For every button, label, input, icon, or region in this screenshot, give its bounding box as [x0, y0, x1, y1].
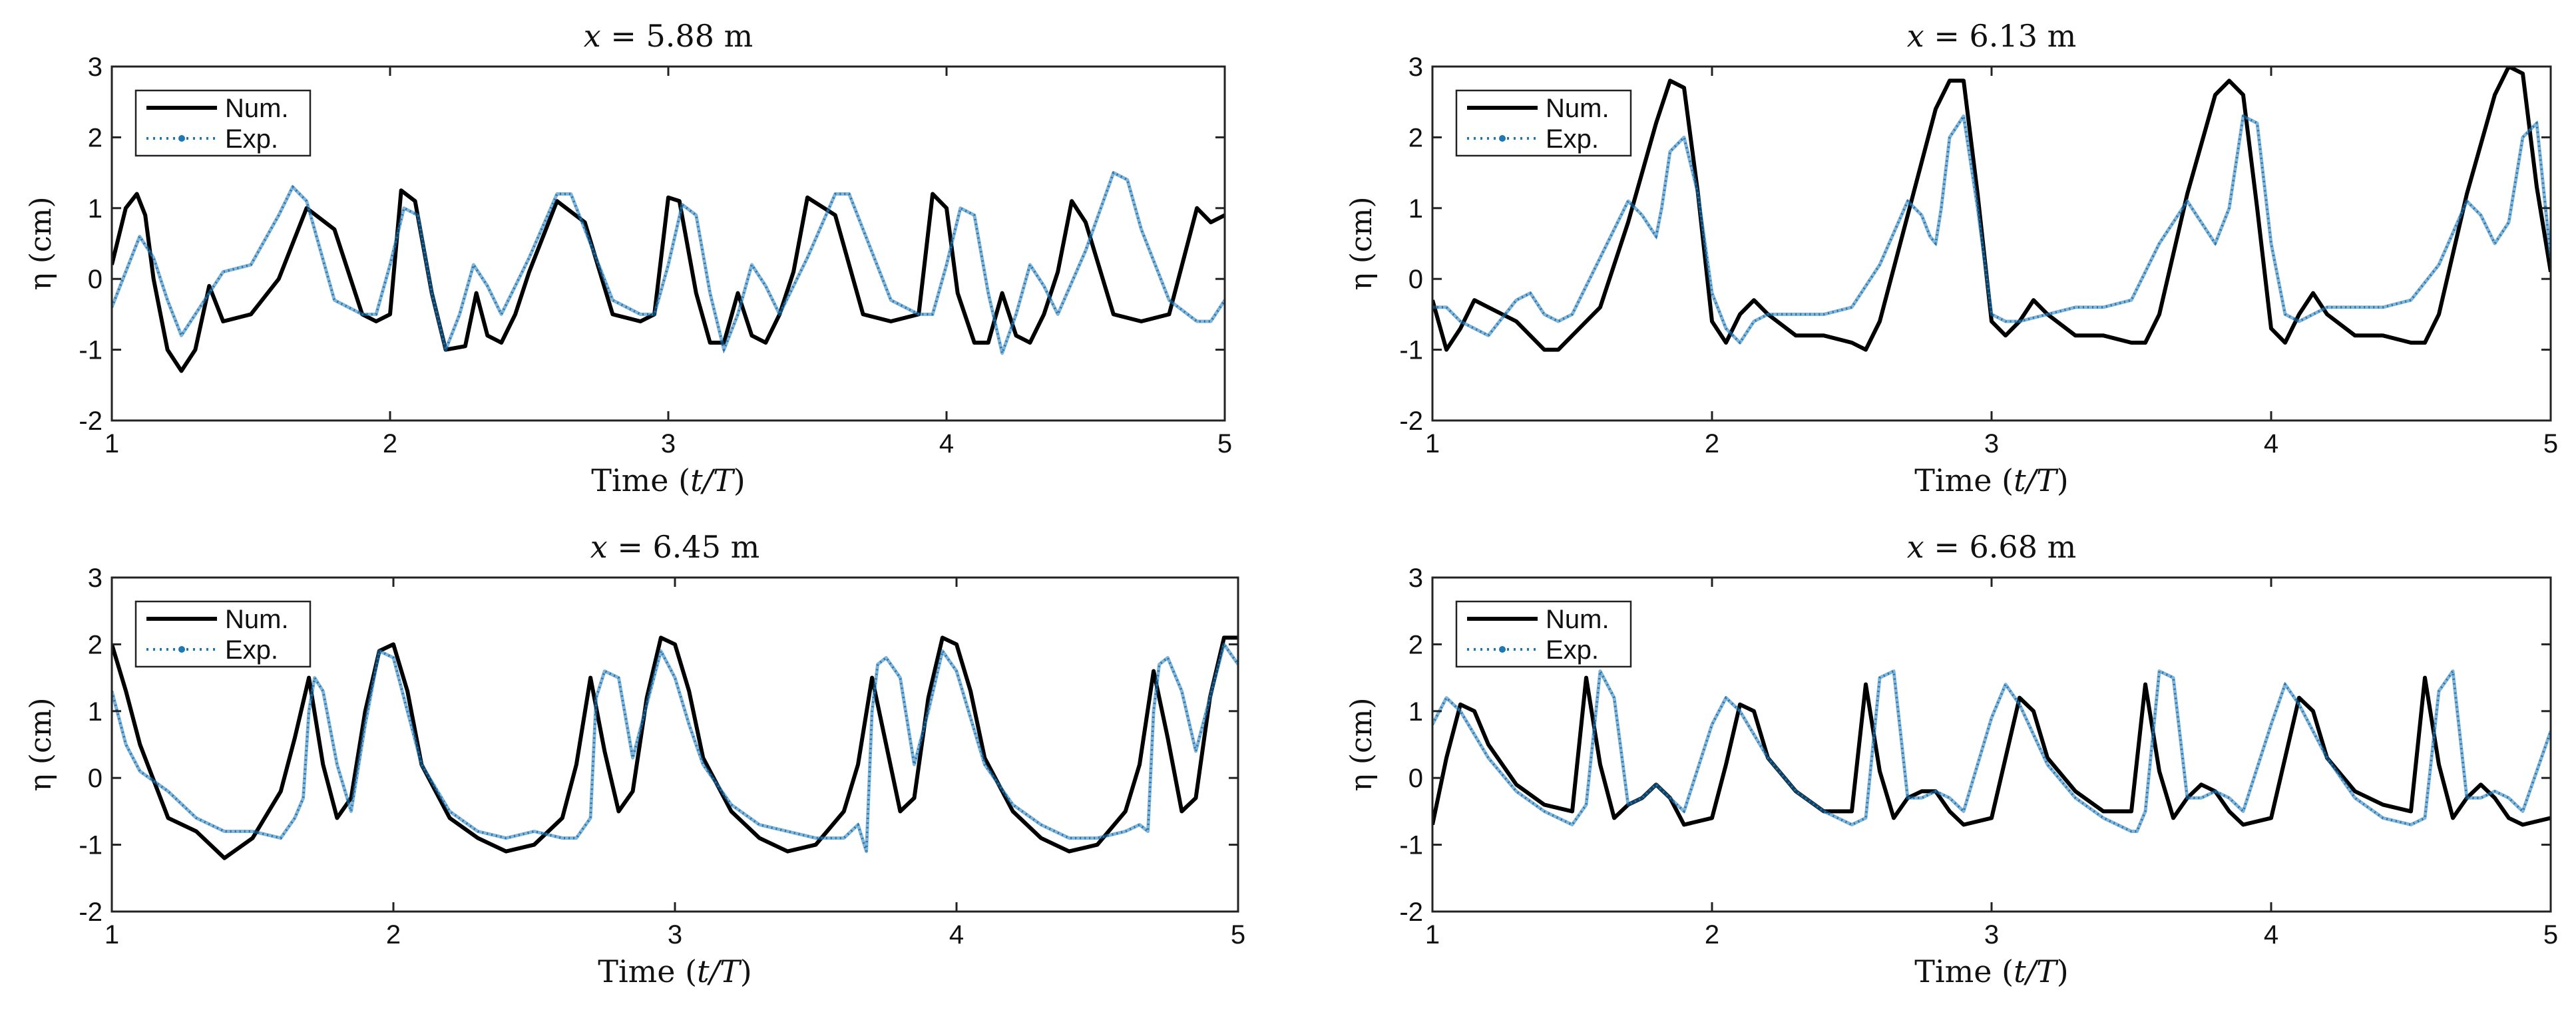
x-tick-label: 3 — [1984, 920, 1999, 949]
x-tick-label: 5 — [1217, 429, 1232, 458]
x-tick-label: 2 — [386, 920, 401, 949]
x-tick-label: 2 — [1705, 920, 1719, 949]
x-axis-label: Time (t/T) — [1914, 462, 2068, 498]
series-line-num — [1432, 67, 2551, 352]
title-variable: x — [1907, 18, 1924, 54]
x-tick-label: 2 — [1705, 429, 1719, 458]
legend-label: Exp. — [225, 635, 278, 665]
panel-1: x = 5.88 m 1 2 3 4 5 -2 -1 0 1 2 3 Time (t/T) η (cm) N… — [24, 18, 1232, 498]
x-tick-label: 3 — [668, 920, 682, 949]
panel-title: x = 6.68 m — [1907, 529, 2076, 565]
y-tick-label: 0 — [1408, 764, 1423, 793]
y-tick-label: -1 — [1399, 831, 1423, 860]
legend: Num.Exp. — [134, 600, 312, 668]
legend-label: Num. — [1546, 94, 1610, 123]
title-value: = 6.45 m — [608, 529, 759, 565]
legend-label: Exp. — [225, 124, 278, 154]
y-axis-label: η (cm) — [24, 196, 58, 290]
legend-marker-exp — [178, 135, 185, 142]
y-tick-label: 2 — [88, 630, 103, 659]
panel-2: x = 6.13 m 1 2 3 4 5 -2 -1 0 1 2 3 Time (t/T) η (cm) N… — [1345, 18, 2558, 498]
y-tick-label: -1 — [79, 831, 103, 860]
x-tick-label: 4 — [949, 920, 964, 949]
x-axis-label: Time (t/T) — [598, 953, 751, 989]
y-tick-label: -2 — [1399, 407, 1423, 436]
y-tick-label: 0 — [88, 265, 103, 294]
x-tick-label: 4 — [939, 429, 954, 458]
series-line-exp-trace — [112, 171, 1225, 355]
panel-title: x = 5.88 m — [584, 18, 753, 54]
y-tick-label: 3 — [1408, 53, 1423, 82]
legend: Num.Exp. — [1455, 89, 1632, 157]
legend-box — [134, 600, 312, 668]
x-tick-label: 5 — [2543, 920, 2558, 949]
x-axis-label: Time (t/T) — [591, 462, 745, 498]
y-tick-label: 0 — [88, 764, 103, 793]
x-tick-label: 5 — [1231, 920, 1245, 949]
title-value: = 6.68 m — [1924, 529, 2076, 565]
panel-4: x = 6.68 m 1 2 3 4 5 -2 -1 0 1 2 3 Time (t/T) η (cm) N… — [1345, 529, 2558, 989]
legend-marker-exp — [178, 646, 185, 653]
title-value: = 5.88 m — [601, 18, 753, 54]
y-tick-label: -2 — [1399, 898, 1423, 927]
legend: Num.Exp. — [1455, 600, 1632, 668]
title-value: = 6.13 m — [1924, 18, 2076, 54]
y-axis-label: η (cm) — [1345, 697, 1379, 791]
legend-label: Num. — [1546, 605, 1610, 634]
y-tick-label: 3 — [1408, 564, 1423, 593]
series-line-exp-trace — [112, 642, 1238, 854]
y-tick-label: -2 — [79, 898, 103, 927]
y-tick-label: 2 — [1408, 123, 1423, 152]
y-tick-label: -1 — [79, 336, 103, 365]
series-line-exp-trace — [1432, 669, 2551, 833]
x-tick-label: 1 — [105, 920, 119, 949]
series-line-exp-trace — [1432, 114, 2551, 345]
panel-title: x = 6.45 m — [590, 529, 759, 565]
legend-marker-exp — [1499, 135, 1506, 142]
title-variable: x — [590, 529, 608, 565]
series-line-num — [112, 635, 1238, 860]
y-tick-label: 1 — [88, 697, 103, 727]
x-tick-label: 3 — [1984, 429, 1999, 458]
panel-3: x = 6.45 m 1 2 3 4 5 -2 -1 0 1 2 3 Time (t/T) η (cm) N… — [24, 529, 1245, 989]
y-tick-label: 2 — [1408, 630, 1423, 659]
y-tick-label: 1 — [1408, 194, 1423, 224]
legend: Num.Exp. — [134, 89, 312, 157]
series-line-num — [1432, 675, 2551, 827]
x-tick-label: 4 — [2264, 429, 2278, 458]
legend-box — [134, 89, 312, 157]
title-variable: x — [1907, 529, 1924, 565]
x-axis-label: Time (t/T) — [1914, 953, 2068, 989]
panel-title: x = 6.13 m — [1907, 18, 2076, 54]
y-tick-label: 0 — [1408, 265, 1423, 294]
x-tick-label: 4 — [2264, 920, 2278, 949]
legend-label: Num. — [225, 605, 289, 634]
x-tick-label: 1 — [1425, 429, 1440, 458]
x-tick-label: 5 — [2543, 429, 2558, 458]
series-line-exp — [1432, 667, 2551, 833]
legend-box — [1455, 89, 1632, 157]
y-tick-label: -2 — [79, 407, 103, 436]
series-line-num — [112, 188, 1225, 373]
y-tick-label: 1 — [1408, 697, 1423, 727]
legend-label: Num. — [225, 94, 289, 123]
y-tick-label: -1 — [1399, 336, 1423, 365]
y-tick-label: 1 — [88, 194, 103, 224]
legend-label: Exp. — [1546, 124, 1599, 154]
y-tick-label: 2 — [88, 123, 103, 152]
x-tick-label: 1 — [105, 429, 119, 458]
y-axis-label: η (cm) — [1345, 196, 1379, 290]
legend-marker-exp — [1499, 646, 1506, 653]
y-tick-label: 3 — [88, 53, 103, 82]
x-tick-label: 1 — [1425, 920, 1440, 949]
y-axis-label: η (cm) — [24, 697, 58, 791]
x-tick-label: 3 — [661, 429, 676, 458]
title-variable: x — [584, 18, 601, 54]
legend-label: Exp. — [1546, 635, 1599, 665]
y-tick-label: 3 — [88, 564, 103, 593]
x-tick-label: 2 — [383, 429, 397, 458]
legend-box — [1455, 600, 1632, 668]
